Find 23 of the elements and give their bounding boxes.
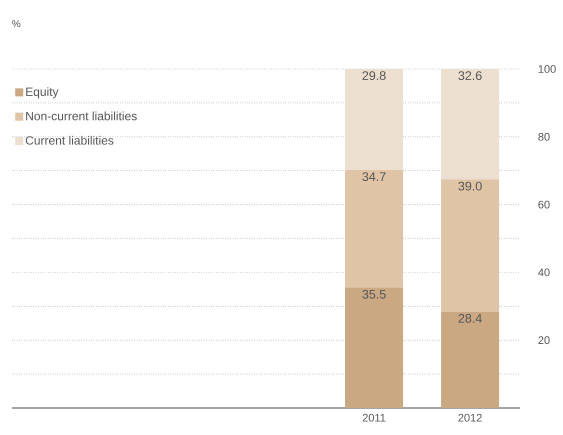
- x-tick-label: 2011: [362, 414, 386, 422]
- bar: [345, 68, 404, 170]
- bar: [345, 170, 404, 288]
- data-label: 35.5: [362, 290, 386, 299]
- x-tick-label: 2012: [458, 414, 482, 422]
- data-label: 32.6: [458, 71, 482, 80]
- y-tick-label: 20: [538, 336, 550, 344]
- data-label: 34.7: [362, 172, 386, 182]
- data-label: 39.0: [458, 182, 482, 191]
- y-tick-label: 60: [538, 200, 550, 208]
- bar: [441, 68, 500, 180]
- y-tick-label: 80: [538, 132, 550, 141]
- legend-label: Current liabilities: [26, 136, 114, 145]
- legend-label: Non-current liabilities: [26, 112, 137, 120]
- data-label: 28.4: [458, 314, 482, 323]
- bar: [441, 312, 500, 408]
- text: %: [12, 20, 20, 28]
- data-label: 29.8: [362, 71, 386, 80]
- legend-label: Equity: [26, 87, 59, 98]
- y-tick-label: 40: [538, 268, 550, 276]
- y-tick-label: 100: [538, 65, 556, 73]
- bar: [345, 288, 404, 408]
- bar: [441, 180, 500, 312]
